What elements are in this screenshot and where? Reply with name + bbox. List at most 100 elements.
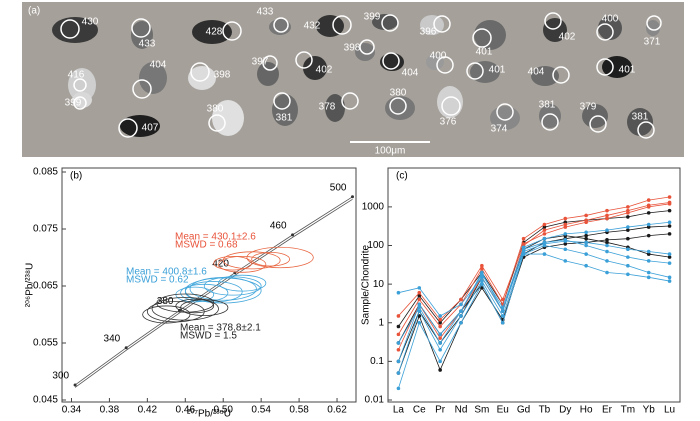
ree-point — [542, 228, 547, 232]
analysis-spot — [273, 92, 291, 110]
zircon-grain — [598, 16, 622, 40]
ree-point — [584, 240, 588, 245]
spot-age-label: 399 — [65, 98, 82, 109]
x-tick-label: 0.46 — [176, 405, 196, 416]
spot-age-label: 404 — [528, 67, 545, 78]
ree-point — [417, 286, 422, 290]
analysis-spot — [332, 15, 352, 35]
ree-pattern-line — [398, 210, 670, 327]
spot-age-label: 400 — [602, 14, 619, 25]
x-tick-label: Nd — [455, 405, 468, 416]
ree-point — [626, 255, 630, 259]
spot-age-label: 379 — [580, 102, 597, 113]
analysis-spot — [496, 103, 514, 121]
error-ellipse — [175, 298, 215, 314]
y-tick-label: 0.085 — [33, 167, 58, 178]
error-ellipse — [218, 274, 267, 292]
error-ellipse — [151, 296, 219, 321]
ree-point — [667, 202, 672, 206]
ree-point — [417, 302, 422, 307]
ree-point — [542, 225, 547, 229]
x-tick-label: La — [393, 405, 405, 416]
y-tick-label: 10 — [373, 279, 385, 290]
spot-age-label: 402 — [316, 65, 333, 76]
analysis-spot — [436, 56, 454, 74]
ree-point — [667, 279, 672, 283]
ree-point — [542, 222, 547, 227]
ree-point — [438, 320, 442, 325]
x-tick-label: Lu — [664, 405, 675, 416]
ree-point — [605, 216, 609, 221]
ree-point — [563, 222, 568, 227]
ree-point — [563, 232, 568, 236]
analysis-spot — [472, 28, 492, 48]
zircon-grain — [316, 15, 344, 37]
ree-point — [459, 320, 463, 325]
analysis-spot — [132, 79, 152, 99]
zircon-grain — [72, 92, 92, 108]
spot-age-label: 402 — [559, 32, 576, 43]
y-tick-label: 100 — [367, 240, 384, 251]
ree-point — [667, 261, 672, 265]
concordia-age-label: 500 — [330, 182, 347, 193]
zircon-grain — [131, 21, 153, 49]
concordia-age-label: 420 — [212, 258, 229, 269]
error-ellipse — [213, 255, 253, 271]
ree-point — [584, 220, 588, 225]
panel-label: (b) — [70, 171, 82, 182]
zircon-grain — [602, 56, 632, 78]
x-tick-label: 0.58 — [289, 405, 309, 416]
ree-point — [500, 309, 505, 313]
ree-pattern-line — [398, 239, 670, 344]
ree-point — [605, 228, 609, 232]
plot-frame — [61, 167, 357, 403]
ree-point — [646, 198, 651, 202]
annotation: Mean = 400.8±1.6 — [126, 267, 207, 278]
ree-point — [563, 216, 568, 221]
ree-point — [626, 205, 630, 209]
ree-pattern-line — [398, 233, 670, 374]
ree-point — [667, 275, 672, 280]
ree-point — [417, 309, 422, 313]
analysis-spot — [589, 115, 607, 133]
annotation: Mean = 378.8±2.1 — [180, 323, 261, 334]
zircon-grain — [192, 20, 232, 44]
ree-point — [480, 279, 484, 283]
ree-point — [626, 225, 630, 229]
spot-age-label: 380 — [390, 88, 407, 99]
ree-point — [626, 272, 630, 277]
ree-point — [667, 208, 672, 213]
ree-point — [584, 243, 588, 248]
zircon-grain — [426, 54, 444, 70]
spot-age-label: 400 — [430, 51, 447, 62]
x-tick-label: Sm — [474, 405, 489, 416]
ree-point — [438, 324, 442, 329]
analysis-spot — [596, 23, 614, 41]
spot-age-label: 381 — [632, 112, 649, 123]
analysis-spot — [359, 39, 375, 55]
ree-point — [646, 205, 651, 209]
error-ellipse — [142, 305, 191, 324]
scale-bar-label: 100μm — [375, 146, 406, 157]
zircon-grain — [385, 96, 415, 120]
ree-point — [417, 320, 422, 325]
y-tick-label: 1000 — [362, 202, 385, 213]
ree-point — [605, 240, 609, 245]
x-tick-label: 0.42 — [138, 405, 158, 416]
panel-label: (c) — [396, 171, 408, 182]
ree-point — [605, 270, 609, 275]
analysis-spot — [222, 21, 242, 41]
ree-point — [626, 247, 630, 252]
analysis-spot — [262, 55, 278, 71]
ree-point — [521, 242, 526, 246]
ree-pattern-line — [398, 196, 670, 335]
ree-point — [646, 211, 651, 215]
spot-age-label: 404 — [402, 68, 419, 79]
spot-age-label: 376 — [440, 117, 457, 128]
analysis-spot — [341, 92, 359, 110]
spot-age-label: 396 — [420, 27, 437, 38]
spot-age-label: 398 — [344, 43, 361, 54]
ree-point — [626, 228, 630, 232]
error-ellipse — [203, 276, 262, 296]
